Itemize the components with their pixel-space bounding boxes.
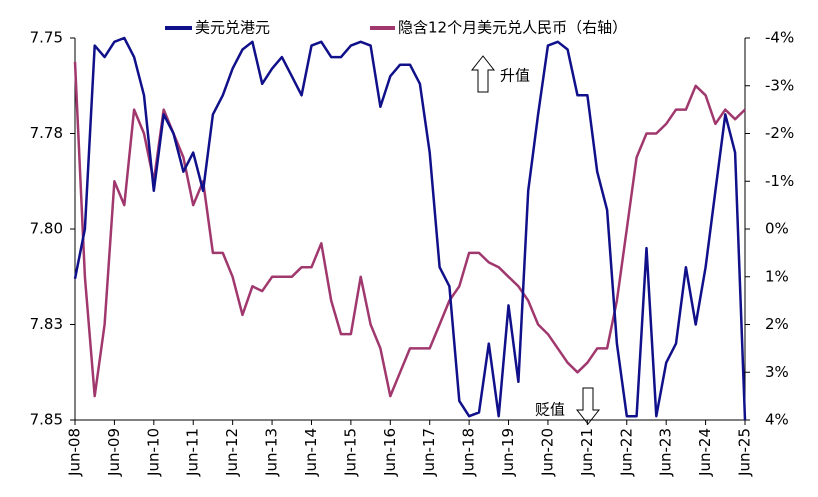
x-tick-label: Jun-21 [578,428,596,477]
legend-label: 美元兑港元 [195,19,270,37]
x-tick-label: Jun-10 [144,428,162,477]
x-tick-label: Jun-14 [302,428,320,477]
x-tick-label: Jun-12 [223,428,241,477]
y2-tick-label: 4% [765,411,789,429]
y2-tick-label: 1% [765,267,789,285]
annotation: 升值 [500,67,530,85]
x-tick-label: Jun-08 [66,428,84,477]
x-tick-label: Jun-24 [696,428,714,477]
y-tick-label: 7.78 [30,124,63,142]
y2-tick-label: -2% [765,124,794,142]
x-tick-label: Jun-22 [617,428,635,477]
y2-tick-label: 2% [765,315,789,333]
series-line [73,61,746,398]
legend-label: 隐含12个月美元兑人民币（右轴） [398,19,627,37]
x-tick-label: Jun-25 [736,428,754,477]
y2-tick-label: -1% [765,172,794,190]
y-tick-label: 7.83 [30,315,63,333]
y2-tick-label: 0% [765,220,789,238]
x-tick-label: Jun-18 [460,428,478,477]
y-tick-label: 7.75 [30,29,63,47]
y-tick-label: 7.85 [30,411,63,429]
x-tick-label: Jun-16 [381,428,399,477]
y2-tick-label: 3% [765,363,789,381]
x-tick-label: Jun-13 [263,428,281,477]
x-tick-label: Jun-23 [657,428,675,477]
down-arrow [575,387,601,425]
x-tick-label: Jun-19 [499,428,517,477]
y2-tick-label: -4% [765,29,794,47]
x-tick-label: Jun-20 [538,428,556,477]
x-tick-label: Jun-11 [184,428,202,477]
x-tick-label: Jun-17 [420,428,438,477]
x-tick-label: Jun-09 [105,428,123,477]
annotation: 贬值 [535,401,565,419]
series-line [73,36,747,421]
up-arrow [470,55,496,93]
x-tick-label: Jun-15 [341,428,359,477]
y-tick-label: 7.80 [30,220,63,238]
y2-tick-label: -3% [765,76,794,94]
